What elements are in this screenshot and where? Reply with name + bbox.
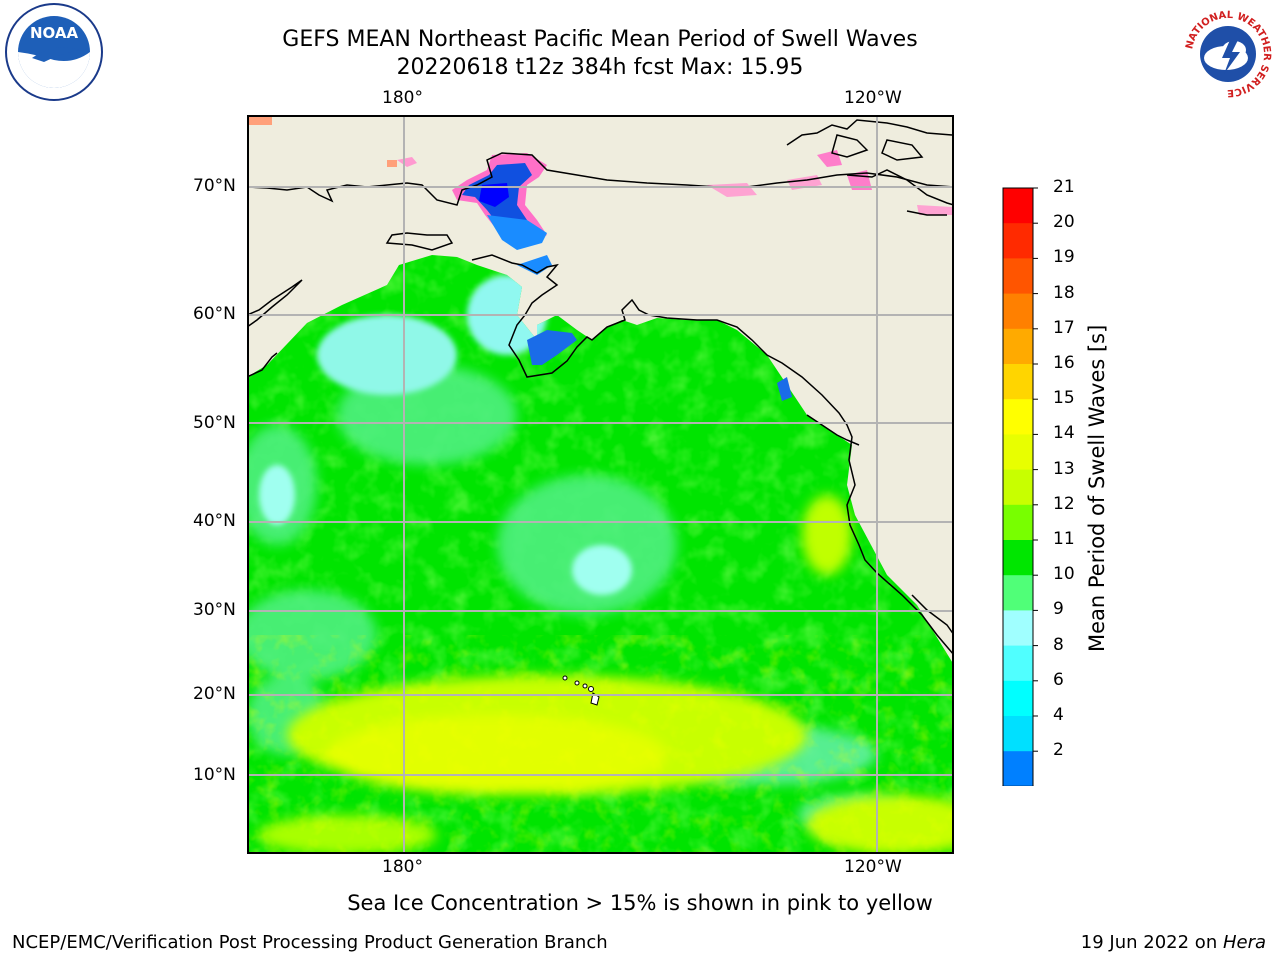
map-svg: [246, 115, 955, 854]
footer-date-text: 19 Jun 2022 on: [1080, 932, 1223, 953]
colorbar-segment: [1003, 434, 1033, 471]
colorbar-segment: [1003, 645, 1033, 682]
colorbar-tick-label: 8: [1053, 634, 1064, 655]
colorbar-tick-label: 14: [1053, 423, 1075, 444]
colorbar-segment: [1003, 223, 1033, 259]
coastlines: [246, 119, 955, 656]
colorbar-tick-label: 2: [1053, 740, 1064, 761]
colorbar-segment: [1003, 188, 1033, 224]
colorbar-segment: [1003, 540, 1033, 576]
colorbar-segment: [1003, 364, 1033, 400]
colorbar-segment: [1003, 504, 1033, 541]
noaa-logo: NOAA: [4, 2, 104, 102]
colorbar-tick-label: 17: [1053, 317, 1075, 338]
lon-label-top-120w: 120°W: [844, 88, 902, 108]
colorbar-segment: [1003, 575, 1033, 611]
colorbar-tick-label: 11: [1053, 529, 1075, 549]
graticule: [247, 115, 954, 854]
colorbar: [1000, 186, 1040, 815]
lat-label-10n: 10°N: [193, 765, 236, 785]
colorbar-segment: [1003, 716, 1033, 752]
lat-label-50n: 50°N: [193, 413, 236, 433]
colorbar-segment: [1003, 399, 1033, 435]
colorbar-segment: [1003, 328, 1033, 365]
footer-machine: Hera: [1222, 932, 1266, 953]
colorbar-svg: [1002, 187, 1038, 815]
noaa-logo-text: NOAA: [30, 24, 79, 42]
footer-credit: NCEP/EMC/Verification Post Processing Pr…: [12, 932, 608, 953]
colorbar-tick-label: 4: [1053, 705, 1064, 725]
low-period-area: [247, 115, 952, 401]
footer-date: 19 Jun 2022 on Hera: [1081, 932, 1266, 953]
colorbar-tick-label: 20: [1053, 212, 1075, 233]
colorbar-segment: [1003, 293, 1033, 330]
colorbar-label: Mean Period of Swell Waves [s]: [1085, 324, 1109, 652]
lon-label-bottom-120w: 120°W: [844, 857, 902, 877]
map-frame: [247, 115, 954, 854]
colorbar-tick-label: 19: [1053, 247, 1075, 268]
colorbar-tick-label: 6: [1053, 669, 1064, 690]
colorbar-tick-label: 10: [1053, 564, 1075, 585]
colorbar-tick-label: 12: [1053, 493, 1075, 514]
lat-label-40n: 40°N: [193, 511, 236, 531]
map-area: [246, 115, 955, 854]
colorbar-segment: [1003, 258, 1033, 295]
lon-label-bottom-180: 180°: [382, 857, 423, 877]
chart-title: GEFS MEAN Northeast Pacific Mean Period …: [282, 27, 918, 52]
chart-subtitle: 20220618 t12z 384h fcst Max: 15.95: [396, 55, 804, 80]
lat-label-30n: 30°N: [193, 600, 236, 620]
colorbar-segment: [1003, 610, 1033, 647]
colorbar-tick-label: 21: [1053, 177, 1075, 197]
lat-label-70n: 70°N: [193, 176, 236, 196]
lat-label-60n: 60°N: [193, 304, 236, 324]
colorbar-segment: [1003, 751, 1033, 787]
lon-label-top-180: 180°: [382, 88, 423, 108]
colorbar-segment: [1003, 680, 1033, 717]
nws-logo: NATIONAL WEATHER SERVICE: [1178, 8, 1278, 100]
sea-ice-note-text: Sea Ice Concentration > 15% is shown in …: [347, 891, 933, 915]
colorbar-tick-label: 15: [1053, 388, 1075, 409]
colorbar-tick-label: 13: [1053, 458, 1075, 479]
sea-ice-note: Sea Ice Concentration > 15% is shown in …: [0, 891, 1280, 915]
colorbar-tick-label: 9: [1053, 599, 1064, 620]
colorbar-tick-label: 18: [1053, 282, 1075, 303]
lat-label-20n: 20°N: [193, 684, 236, 704]
colorbar-tick-label: 16: [1053, 353, 1075, 373]
colorbar-segment: [1003, 469, 1033, 506]
